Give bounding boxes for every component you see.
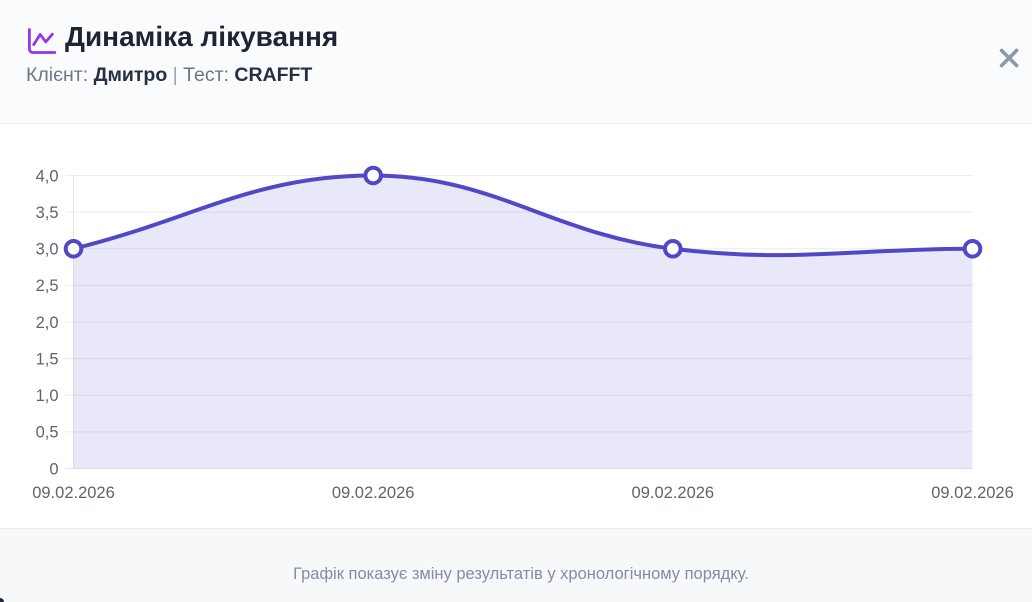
- svg-text:3,0: 3,0: [36, 241, 59, 259]
- svg-text:09.02.2026: 09.02.2026: [332, 484, 415, 502]
- svg-text:09.02.2026: 09.02.2026: [632, 484, 715, 502]
- svg-text:2,0: 2,0: [36, 314, 59, 332]
- svg-text:09.02.2026: 09.02.2026: [32, 484, 115, 502]
- svg-text:0,5: 0,5: [36, 424, 59, 442]
- svg-text:0: 0: [49, 460, 58, 478]
- svg-text:1,0: 1,0: [36, 387, 59, 405]
- svg-text:3,5: 3,5: [36, 204, 59, 222]
- svg-text:4,0: 4,0: [36, 167, 59, 185]
- svg-text:09.02.2026: 09.02.2026: [931, 484, 1014, 502]
- svg-text:1,5: 1,5: [36, 350, 59, 368]
- svg-text:2,5: 2,5: [36, 277, 59, 295]
